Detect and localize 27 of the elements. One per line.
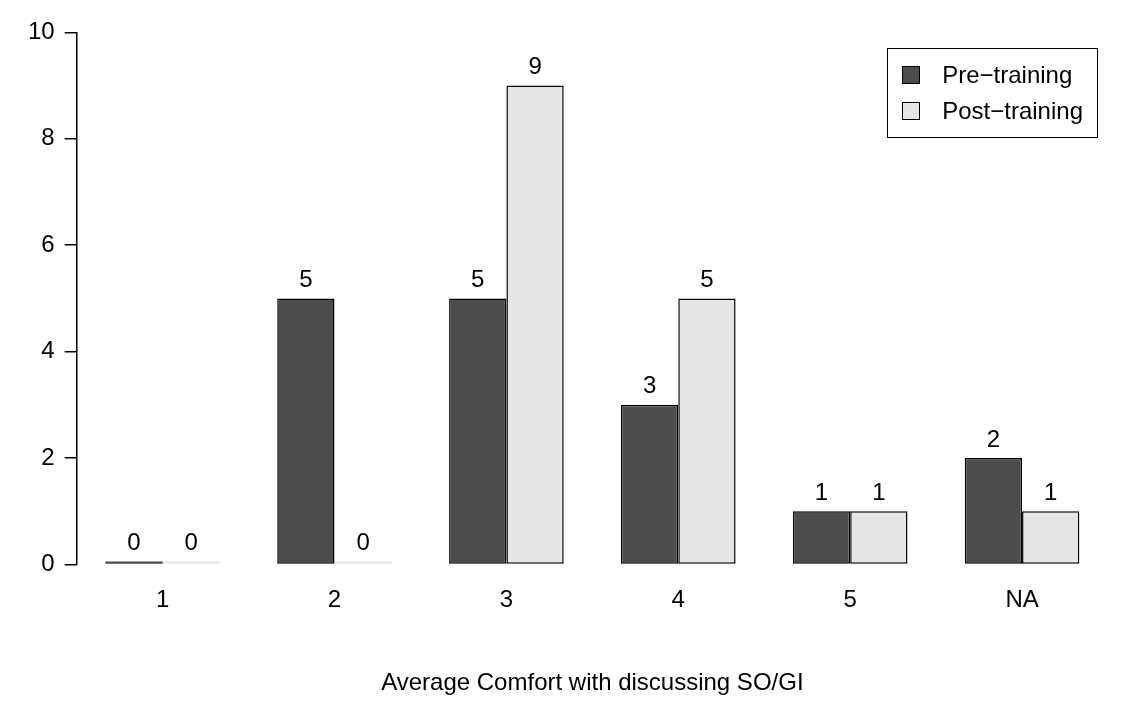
x-tick-label: 4 [671, 585, 685, 613]
y-tick-label: 10 [27, 17, 55, 45]
x-tick-label: 3 [499, 585, 514, 613]
data-label: 5 [299, 265, 313, 293]
data-label: 0 [356, 528, 370, 556]
y-tick-label: 2 [41, 442, 55, 470]
x-axis-title: Average Comfort with discussing SO/GI [381, 668, 804, 696]
data-label: 9 [528, 52, 542, 80]
data-label: 2 [986, 424, 1001, 452]
data-label: 3 [642, 371, 657, 399]
y-tick-label: 4 [41, 336, 55, 364]
legend-label: Pre−training [942, 60, 1073, 90]
x-tick-label: 5 [843, 585, 857, 613]
x-tick-label: 2 [327, 585, 342, 613]
data-label: 1 [872, 477, 886, 505]
data-label: 1 [814, 477, 829, 505]
legend-label: Post−training [942, 96, 1083, 126]
y-tick-label: 0 [41, 549, 55, 577]
data-label: 0 [127, 528, 141, 556]
y-tick-label: 8 [41, 123, 55, 151]
data-label: 5 [471, 265, 485, 293]
x-tick-label: 1 [155, 585, 170, 613]
y-tick-label: 6 [41, 229, 55, 257]
data-label: 1 [1044, 477, 1058, 505]
x-tick-label: NA [1005, 585, 1039, 613]
data-label: 0 [184, 528, 198, 556]
data-label: 5 [700, 265, 714, 293]
